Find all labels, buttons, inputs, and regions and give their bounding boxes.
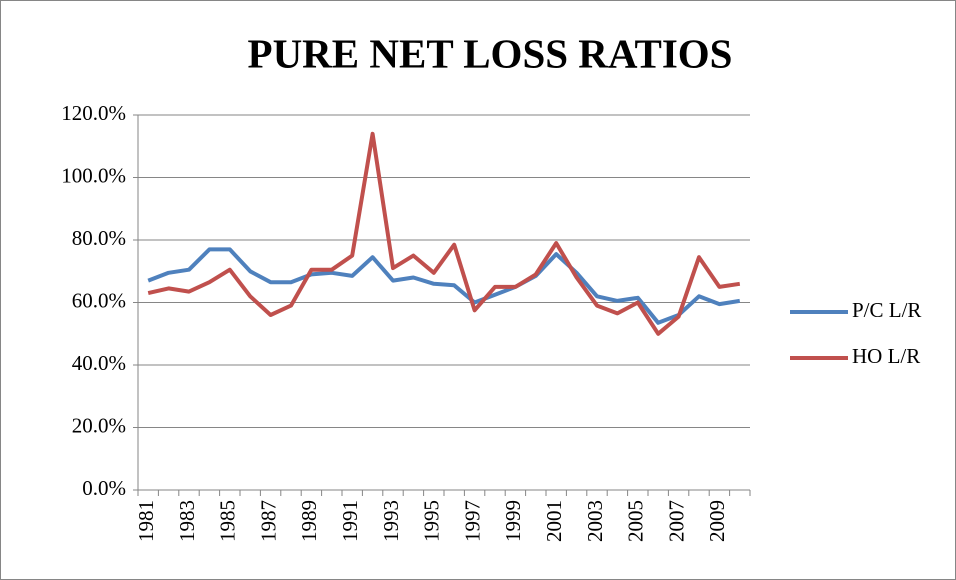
x-tick-label: 1995 [420,500,444,542]
x-tick-label: 1981 [134,500,158,542]
legend-label: P/C L/R [852,298,921,322]
x-tick-label: 1987 [256,500,280,542]
y-tick-label: 100.0% [61,163,126,187]
x-tick-label: 1993 [379,500,403,542]
legend-label: HO L/R [852,344,920,368]
x-tick-label: 2009 [705,500,729,542]
x-tick-label: 2007 [664,500,688,542]
y-tick-label: 80.0% [72,226,126,250]
chart-title: PURE NET LOSS RATIOS [248,30,733,76]
x-tick-label: 2003 [583,500,607,542]
x-tick-label: 1989 [297,500,321,542]
y-tick-label: 40.0% [72,351,126,375]
y-tick-label: 120.0% [61,101,126,125]
series-line [147,247,741,325]
x-tick-label: 2005 [624,500,648,542]
x-tick-label: 2001 [542,500,566,542]
y-tick-label: 0.0% [82,476,126,500]
x-tick-label: 1991 [338,500,362,542]
series-line [147,131,741,336]
x-tick-label: 1999 [501,500,525,542]
x-tick-label: 1985 [216,500,240,542]
x-tick-label: 1983 [175,500,199,542]
y-tick-label: 20.0% [72,413,126,437]
x-tick-label: 1997 [460,500,484,542]
y-tick-label: 60.0% [72,288,126,312]
